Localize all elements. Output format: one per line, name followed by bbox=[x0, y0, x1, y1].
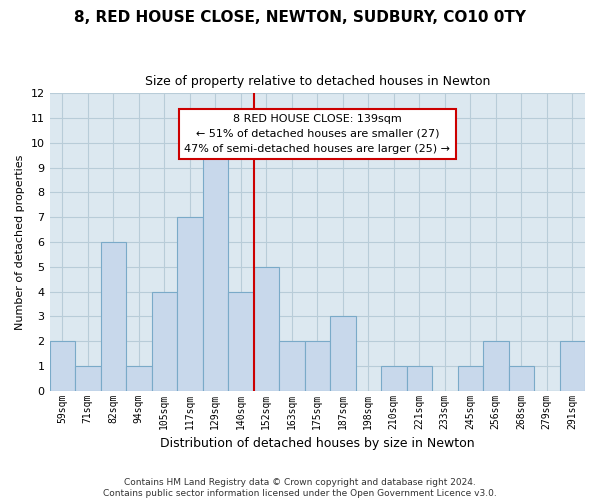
Text: Contains HM Land Registry data © Crown copyright and database right 2024.
Contai: Contains HM Land Registry data © Crown c… bbox=[103, 478, 497, 498]
Text: 8 RED HOUSE CLOSE: 139sqm
← 51% of detached houses are smaller (27)
47% of semi-: 8 RED HOUSE CLOSE: 139sqm ← 51% of detac… bbox=[184, 114, 450, 154]
Text: 8, RED HOUSE CLOSE, NEWTON, SUDBURY, CO10 0TY: 8, RED HOUSE CLOSE, NEWTON, SUDBURY, CO1… bbox=[74, 10, 526, 25]
Bar bbox=[152, 292, 177, 390]
Bar bbox=[101, 242, 126, 390]
Bar bbox=[228, 292, 254, 390]
Bar bbox=[75, 366, 101, 390]
Bar bbox=[330, 316, 356, 390]
Bar bbox=[279, 341, 305, 390]
Bar bbox=[458, 366, 483, 390]
Bar bbox=[407, 366, 432, 390]
Y-axis label: Number of detached properties: Number of detached properties bbox=[15, 154, 25, 330]
Bar bbox=[381, 366, 407, 390]
Bar bbox=[305, 341, 330, 390]
Bar bbox=[177, 217, 203, 390]
Bar bbox=[483, 341, 509, 390]
Bar bbox=[509, 366, 534, 390]
Bar bbox=[126, 366, 152, 390]
Bar bbox=[203, 143, 228, 390]
Bar bbox=[50, 341, 75, 390]
X-axis label: Distribution of detached houses by size in Newton: Distribution of detached houses by size … bbox=[160, 437, 475, 450]
Bar bbox=[254, 267, 279, 390]
Bar bbox=[560, 341, 585, 390]
Title: Size of property relative to detached houses in Newton: Size of property relative to detached ho… bbox=[145, 75, 490, 88]
